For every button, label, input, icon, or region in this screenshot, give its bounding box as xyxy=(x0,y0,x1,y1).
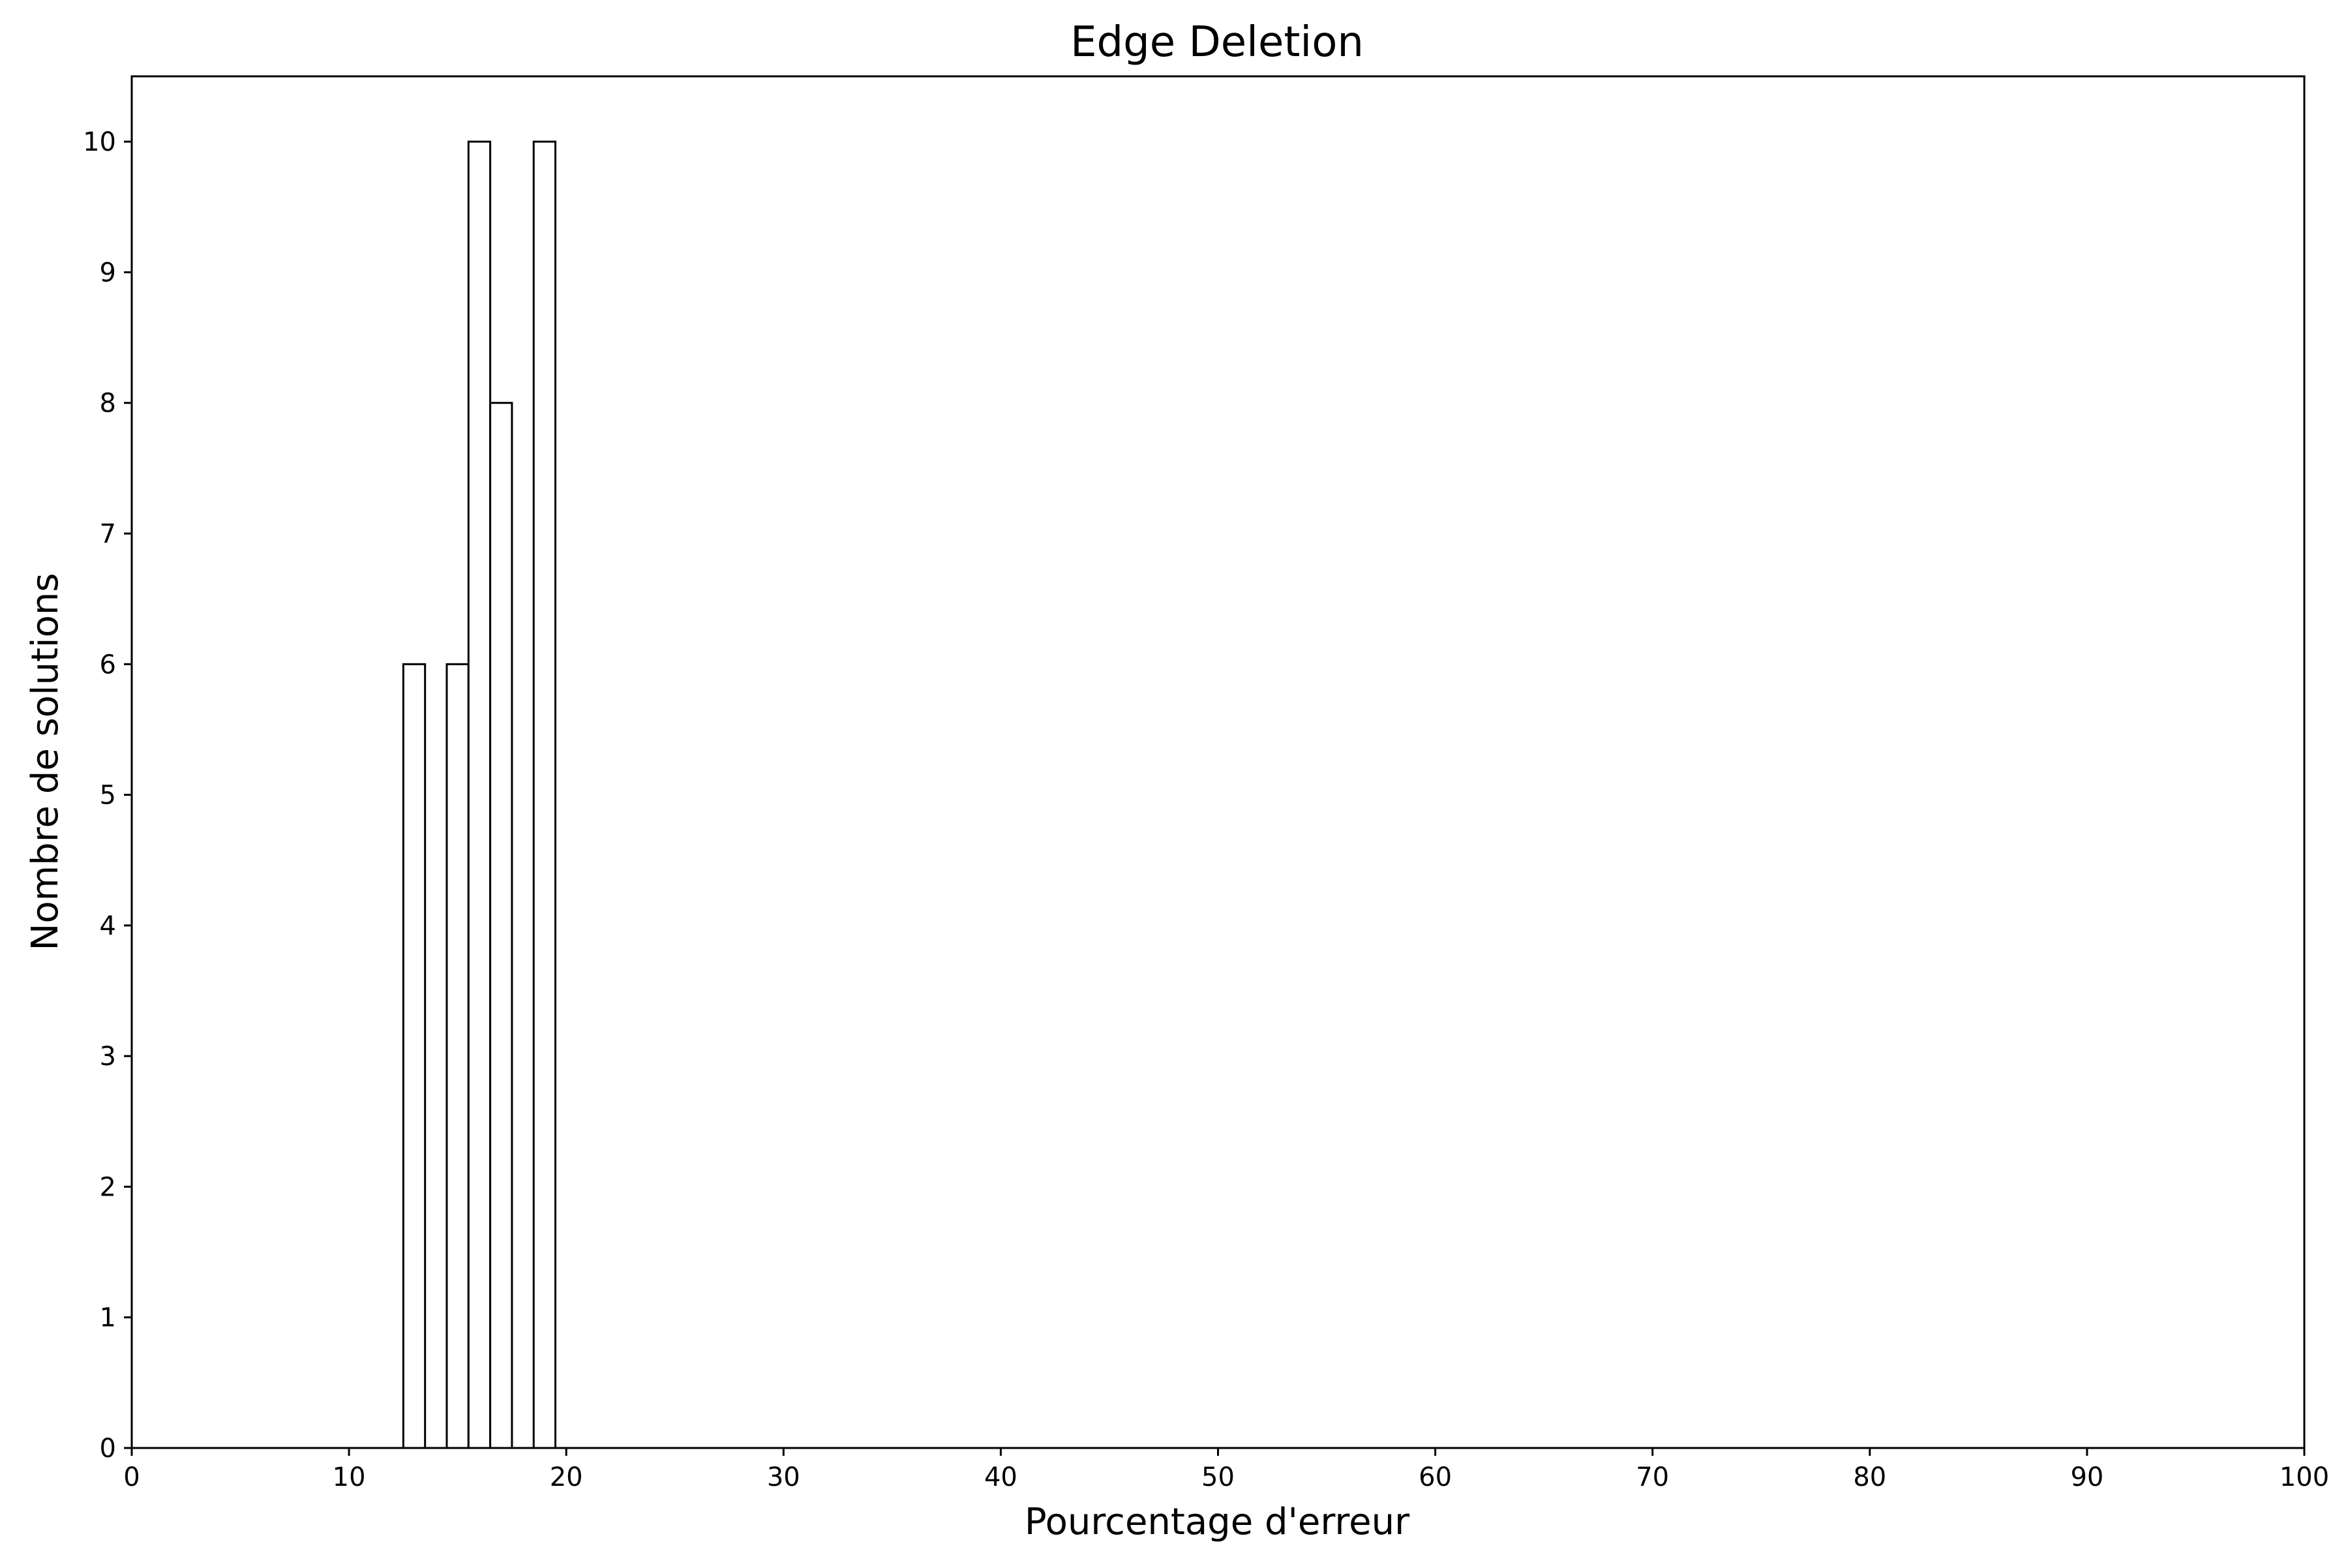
y-tick-label: 8 xyxy=(100,389,116,419)
x-tick-label: 60 xyxy=(1419,1462,1452,1492)
y-tick-label: 3 xyxy=(100,1042,116,1072)
y-tick-label: 5 xyxy=(100,781,116,811)
plot-frame xyxy=(130,75,2306,1449)
y-ticks-layer: 0 1 2 3 4 5 6 7 8 9 10 xyxy=(83,127,132,1464)
x-ticks-layer: 0 10 20 30 40 50 60 70 80 90 100 xyxy=(123,1448,2329,1492)
x-tick-label: 100 xyxy=(2280,1462,2329,1492)
x-tick-label: 50 xyxy=(1201,1462,1235,1492)
x-tick-label: 30 xyxy=(767,1462,800,1492)
x-tick-label: 20 xyxy=(550,1462,583,1492)
x-tick-label: 70 xyxy=(1636,1462,1669,1492)
y-tick-label: 7 xyxy=(100,519,116,549)
y-tick-label: 1 xyxy=(100,1303,116,1333)
y-tick-label: 4 xyxy=(100,911,116,941)
y-tick-label: 10 xyxy=(83,127,116,157)
x-axis-label: Pourcentage d'erreur xyxy=(1025,1501,1410,1543)
histogram-bar xyxy=(489,402,513,1449)
x-tick-label: 40 xyxy=(984,1462,1017,1492)
bars-layer xyxy=(402,140,557,1449)
x-tick-label: 90 xyxy=(2070,1462,2103,1492)
chart-title: Edge Deletion xyxy=(1070,18,1364,67)
y-axis-label: Nombre de solutions xyxy=(24,573,67,950)
histogram-bar xyxy=(402,663,427,1449)
histogram-bar xyxy=(467,140,492,1449)
y-tick-label: 2 xyxy=(100,1172,116,1202)
x-tick-label: 80 xyxy=(1853,1462,1886,1492)
y-tick-label: 9 xyxy=(100,258,116,288)
y-tick-label: 0 xyxy=(100,1434,116,1464)
y-tick-label: 6 xyxy=(100,650,116,680)
histogram-bar xyxy=(532,140,557,1449)
histogram-bar xyxy=(445,663,470,1449)
x-tick-label: 0 xyxy=(123,1462,140,1492)
x-tick-label: 10 xyxy=(333,1462,366,1492)
